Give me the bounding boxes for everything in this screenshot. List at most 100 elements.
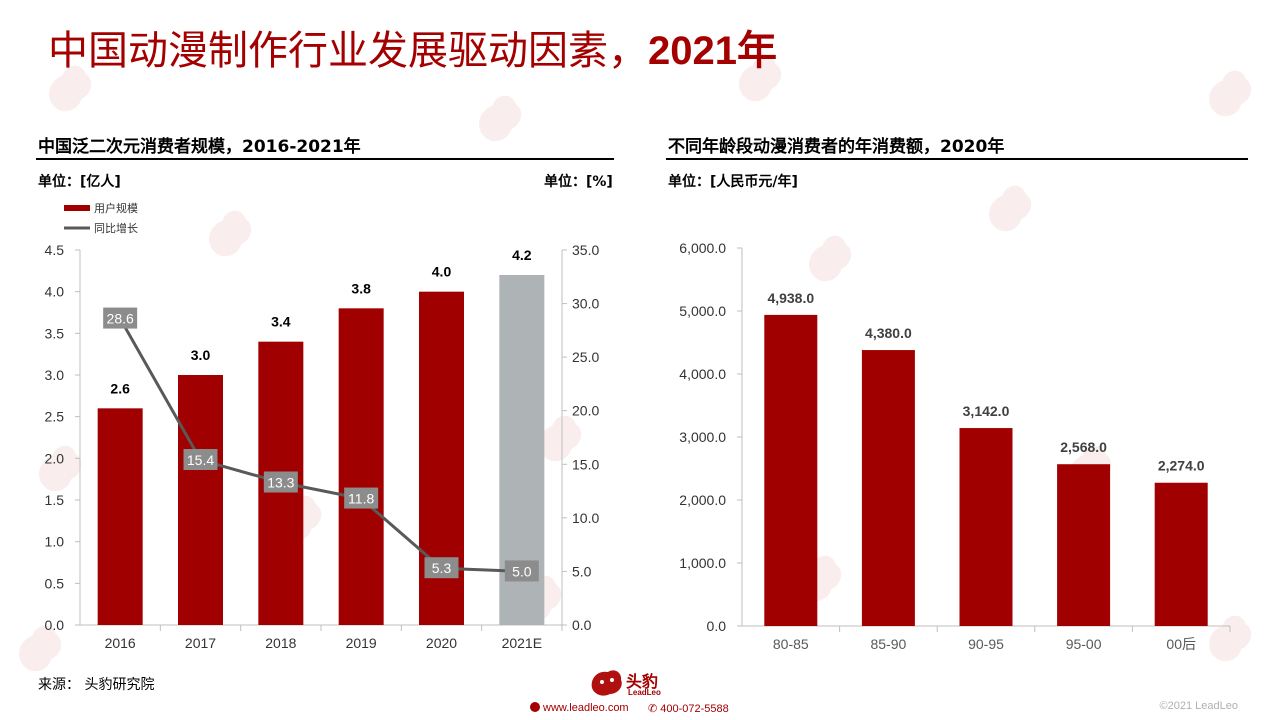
right-y-tick-label: 25.0	[572, 349, 599, 365]
watermark-mark	[539, 415, 582, 462]
bar-value-label: 2.6	[110, 380, 130, 396]
watermark-mark	[1209, 615, 1252, 662]
y-tick-label: 4,000.0	[679, 366, 726, 382]
x-tick-label: 2018	[265, 635, 296, 651]
y-tick-label: 5,000.0	[679, 303, 726, 319]
x-tick-label: 95-00	[1066, 636, 1102, 652]
source-note: 来源： 头豹研究院	[38, 677, 155, 693]
phone-icon: ✆	[648, 703, 658, 715]
growth-point-label: 28.6	[107, 311, 134, 327]
left-y-tick-label: 4.0	[45, 284, 65, 300]
bar-value-label: 3.4	[271, 314, 291, 330]
watermark-mark	[989, 185, 1032, 232]
right-y-tick-label: 10.0	[572, 510, 599, 526]
y-tick-label: 2,000.0	[679, 492, 726, 508]
growth-point-label: 15.4	[187, 452, 214, 468]
bar-annual-spend	[764, 314, 818, 626]
bar-user-scale	[178, 375, 223, 625]
legend-bar-swatch	[64, 205, 90, 211]
legend-bar-label: 用户规模	[94, 201, 138, 215]
left-y-tick-label: 3.5	[45, 325, 65, 341]
growth-point-label: 11.8	[348, 491, 374, 507]
left-y-tick-label: 4.5	[45, 242, 65, 258]
right-y-tick-label: 20.0	[572, 403, 599, 419]
bar-value-label: 2,568.0	[1060, 439, 1107, 455]
right-y-tick-label: 0.0	[572, 617, 592, 633]
growth-point-label-box	[424, 557, 459, 579]
left-y-tick-label: 3.0	[45, 367, 65, 383]
footer-phone: ✆ 400-072-5588	[648, 703, 729, 715]
right-y-tick-label: 5.0	[572, 563, 592, 579]
copyright-text: ©2021 LeadLeo	[1159, 700, 1238, 712]
x-tick-label: 2017	[185, 635, 216, 651]
watermark-mark	[19, 625, 62, 672]
y-tick-label: 6,000.0	[679, 240, 726, 256]
x-tick-label: 80-85	[773, 636, 809, 652]
legend-line-label: 同比增长	[94, 221, 138, 235]
left-y-tick-label: 2.5	[45, 409, 65, 425]
bar-value-label: 4.2	[512, 247, 532, 263]
right-y-tick-label: 35.0	[572, 242, 599, 258]
growth-point-label-box	[344, 487, 379, 509]
watermark-mark	[479, 95, 522, 142]
growth-point-label-box	[183, 449, 218, 470]
page-title: 中国动漫制作行业发展驱动因素，2021年	[48, 28, 777, 74]
growth-point-label-box	[103, 307, 138, 329]
bar-annual-spend	[959, 428, 1013, 626]
watermark-mark	[809, 235, 852, 282]
web-icon	[530, 702, 540, 712]
x-tick-label: 2021E	[502, 635, 542, 651]
watermark-mark	[1209, 70, 1252, 117]
y-tick-label: 1,000.0	[679, 555, 726, 571]
right-chart-rule	[666, 158, 1248, 160]
x-tick-label: 85-90	[870, 636, 906, 652]
growth-point-label-box	[263, 471, 298, 493]
x-tick-label: 2019	[346, 635, 377, 651]
left-y-tick-label: 0.5	[45, 575, 65, 591]
growth-point-label: 13.3	[267, 475, 294, 491]
x-tick-label: 00后	[1166, 636, 1196, 652]
y-tick-label: 3,000.0	[679, 429, 726, 445]
growth-point-label-box	[504, 560, 539, 582]
right-y-tick-label: 30.0	[572, 296, 599, 312]
left-chart-rule	[36, 158, 614, 160]
watermark-mark	[209, 210, 252, 257]
bar-user-scale	[338, 308, 384, 625]
right-chart-unit-label: 单位：[人民币元/年]	[668, 174, 798, 190]
bar-value-label: 4,380.0	[865, 325, 912, 341]
right-chart-title: 不同年龄段动漫消费者的年消费额，2020年	[668, 137, 1005, 157]
watermark-mark	[49, 65, 92, 112]
logo-en-text: LeadLeo	[628, 688, 661, 697]
watermark-mark	[39, 445, 82, 492]
right-axis-unit-label: 单位：[%]	[544, 174, 613, 190]
footer-website[interactable]: www.leadleo.com	[530, 702, 629, 714]
bar-value-label: 4.0	[432, 264, 452, 280]
bar-annual-spend	[1057, 464, 1111, 626]
bar-value-label: 2,274.0	[1158, 458, 1205, 474]
bar-value-label: 3.0	[191, 347, 211, 363]
x-tick-label: 90-95	[968, 636, 1004, 652]
left-y-tick-label: 2.0	[45, 450, 65, 466]
left-unit-label: 单位：[亿人]	[38, 174, 121, 190]
right-y-tick-label: 15.0	[572, 456, 599, 472]
left-y-tick-label: 0.0	[45, 617, 65, 633]
bar-user-scale	[97, 408, 143, 625]
logo-cn-text: 头豹	[626, 672, 659, 691]
watermark-mark	[739, 55, 782, 102]
left-y-tick-label: 1.0	[45, 534, 65, 550]
bar-annual-spend	[1154, 482, 1208, 626]
bar-annual-spend	[861, 350, 915, 626]
bar-value-label: 3,142.0	[963, 403, 1010, 419]
bar-value-label: 3.8	[351, 280, 371, 296]
growth-point-label: 5.3	[432, 560, 452, 576]
left-y-tick-label: 1.5	[45, 492, 65, 508]
bar-value-label: 4,938.0	[767, 290, 814, 306]
leadleo-logo	[591, 670, 622, 696]
left-chart-title: 中国泛二次元消费者规模，2016-2021年	[38, 137, 361, 157]
x-tick-label: 2020	[426, 635, 457, 651]
annual-spend-chart: 0.0 1,000.0 2,000.0 3,000.0 4,000.0 5,000.0 6,…	[679, 240, 1231, 652]
y-tick-label: 0.0	[707, 618, 727, 634]
x-tick-label: 2016	[105, 635, 136, 651]
growth-point-label: 5.0	[512, 563, 532, 579]
